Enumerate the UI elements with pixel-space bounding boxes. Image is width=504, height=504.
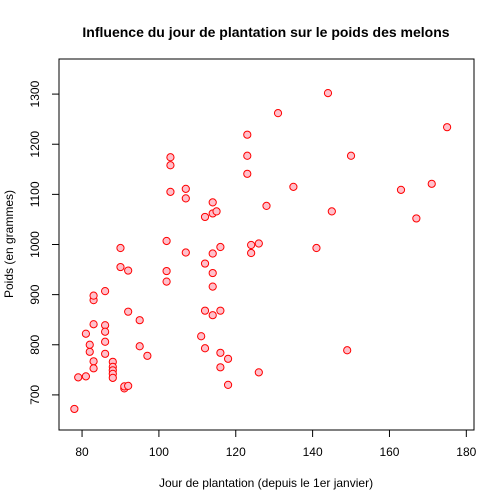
data-points [70,88,452,414]
data-point [208,311,217,320]
data-point [200,344,210,353]
x-tick-label: 100 [149,445,169,459]
data-point [427,179,436,188]
data-point [181,248,190,257]
data-point [162,236,171,246]
data-point [116,243,125,253]
data-point [396,185,406,194]
y-tick-label: 700 [28,385,42,405]
data-point [162,266,171,276]
data-point [108,373,117,382]
data-point [101,337,110,346]
data-point [89,291,98,300]
data-point [89,364,98,373]
data-point [243,151,252,160]
data-point [443,123,452,132]
data-point [312,243,321,253]
data-point [101,287,110,296]
data-point [212,207,221,216]
data-point [166,187,175,196]
data-point [181,194,190,203]
data-point [101,327,110,336]
x-tick-label: 140 [303,445,323,459]
x-axis: 80 100 120 140 160 180 [75,429,477,459]
data-point [116,262,125,272]
y-tick-label: 1100 [28,181,42,207]
data-point [166,161,175,170]
data-point [135,316,144,325]
data-point [162,277,171,286]
x-tick-label: 80 [75,445,89,459]
data-point [70,404,79,414]
data-point [223,380,233,389]
data-point [247,240,256,250]
data-point [216,306,225,315]
y-tick-label: 1000 [28,231,42,258]
data-point [323,88,333,98]
data-point [143,351,152,360]
data-point [101,349,110,358]
data-point [208,268,217,278]
data-point [327,207,336,216]
data-point [254,368,263,377]
data-point [181,184,190,193]
data-point [81,372,90,381]
x-axis-label: Jour de plantation (depuis le 1er janvie… [159,476,373,490]
x-tick-label: 160 [379,445,399,459]
data-point [223,354,233,363]
data-point [346,151,356,160]
data-point [166,153,175,162]
data-point [273,109,283,118]
data-point [124,381,133,390]
y-axis: 700 800 900 1000 1100 1200 1300 [28,80,60,405]
y-tick-label: 1200 [28,131,42,158]
data-point [197,332,206,341]
data-point [247,248,256,258]
data-point [208,282,217,291]
data-point [412,214,421,223]
data-point [74,373,83,382]
y-axis-label: Poids (en grammes) [2,190,16,298]
data-point [289,182,298,191]
data-point [124,266,133,275]
data-point [216,242,225,252]
data-point [262,201,271,210]
y-tick-label: 800 [28,334,42,354]
data-point [200,259,210,268]
data-point [200,212,210,222]
data-point [200,306,210,315]
data-point [85,340,94,349]
x-tick-label: 120 [226,445,246,459]
y-tick-label: 1300 [28,80,42,107]
data-point [216,348,225,357]
data-point [216,363,225,372]
data-point [208,198,217,207]
chart-title: Influence du jour de plantation sur le p… [82,24,449,40]
data-point [89,320,98,329]
data-point [85,347,94,356]
data-point [243,130,252,139]
data-point [254,239,263,248]
data-point [81,329,90,338]
data-point [243,169,252,178]
data-point [208,249,217,258]
data-point [343,346,352,355]
data-point [135,342,144,351]
data-point [89,357,98,366]
y-tick-label: 900 [28,284,42,304]
x-tick-label: 180 [456,445,476,459]
data-point [124,307,133,316]
